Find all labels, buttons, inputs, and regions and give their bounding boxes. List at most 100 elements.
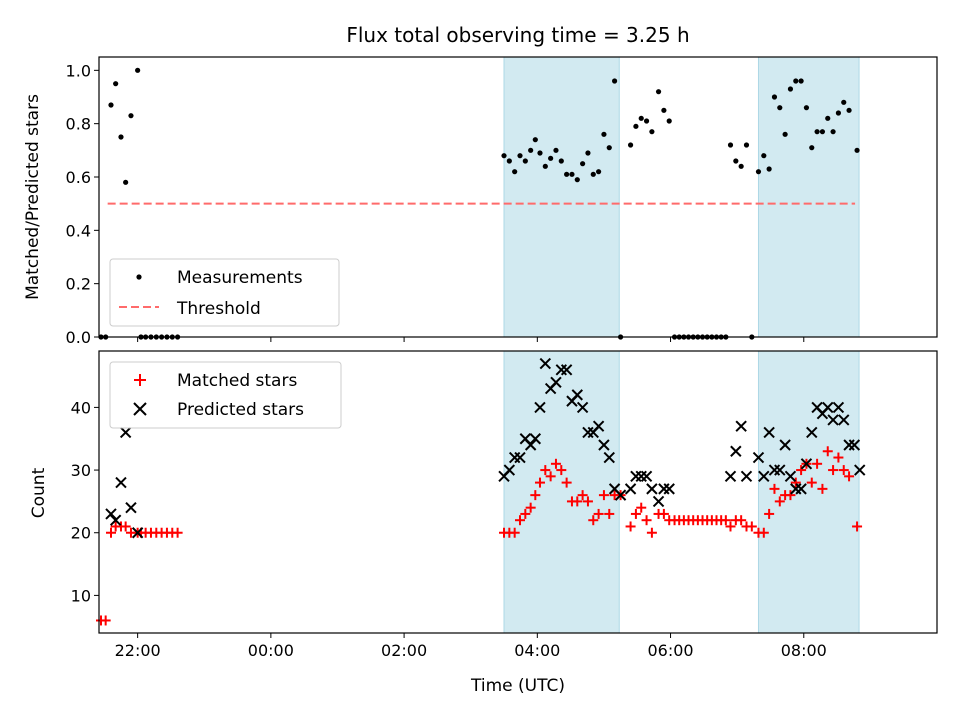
predicted-star-point [730,445,742,457]
predicted-star-point [534,401,546,414]
predicted-star-point [524,439,537,451]
predicted-star-point [539,357,552,370]
matched-star-point [577,490,588,501]
predicted-star-point [571,389,583,401]
measurement-point [777,105,783,111]
ratio-bands [503,56,860,338]
y-tick-label: 20 [71,524,91,543]
predicted-star-point [529,433,542,445]
highlight-band [503,56,620,338]
matched-star-point [774,496,785,507]
x-tick-label: 22:00 [115,641,161,660]
measurement-point [590,171,596,177]
counts-panel: 22:00 00:00 02:00 04:00 06:00 08:00 10 20 30 40 C… [29,350,938,660]
matched-star-point [540,465,551,476]
matched-star-point [525,502,536,513]
predicted-star-point [795,483,807,495]
measurement-point [118,134,124,140]
measurement-point [123,179,129,185]
x-tick-label: 04:00 [514,641,560,660]
predicted-star-point [848,439,861,451]
predicted-star-point [125,501,137,514]
legend-matched-marker [134,374,146,386]
measurement-point [643,118,650,124]
matched-star-point [604,508,615,519]
measurement-point [766,166,772,172]
measurement-point [819,129,826,135]
matched-star-point [838,465,849,476]
matched-star-point [105,527,116,538]
measurement-point [537,150,543,156]
predicted-star-point [640,470,653,483]
matched-star-point [582,496,593,507]
matched-star-point [817,483,828,494]
measurement-point [506,158,512,164]
predicted-star-point [624,483,637,495]
measurement-point [512,169,518,175]
measurement-point [558,158,564,164]
y-tick-label: 0.4 [66,221,91,240]
predicted-star-point [550,376,562,389]
matched-star-point [806,477,817,488]
measurement-point [755,169,762,175]
matched-star-point [769,483,780,494]
measurement-point [649,129,655,135]
y-tick-label: 0.8 [66,115,91,134]
ratio-legend-box [109,258,340,327]
measurement-point [574,177,580,183]
measurement-point [738,163,744,169]
matched-star-point [630,508,641,519]
predicted-star-point [758,470,770,483]
counts-y-axis-label: Count [29,467,49,518]
measurement-point [522,158,528,164]
measurement-point [501,153,507,159]
predicted-star-point [822,401,834,414]
matched-star-point [641,515,652,526]
measurement-point [830,129,836,135]
measurement-point [569,171,575,177]
measurement-point [793,78,799,84]
highlight-band [503,350,620,634]
predicted-stars-points [105,357,866,539]
matched-star-point [534,477,545,488]
x-tick-label: 06:00 [647,641,693,660]
y-tick-label: 0.2 [66,275,91,294]
predicted-star-point [774,464,786,476]
matched-star-point [833,452,844,463]
matched-star-point [625,521,636,532]
counts-axes-frame [98,350,938,634]
matched-star-point [561,477,572,488]
matched-star-point [100,615,111,626]
matched-star-point [720,515,731,526]
matched-star-point [509,527,520,538]
predicted-star-point [576,401,589,414]
measurement-point [611,78,618,84]
measurement-point [548,155,554,161]
y-tick-label: 40 [71,398,91,417]
matched-star-point [725,521,736,532]
y-tick-label: 0.6 [66,168,91,187]
predicted-star-point [740,470,753,483]
counts-legend: Matched stars Predicted stars [109,361,342,429]
ratio-y-axis-label: Matched/Predicted stars [23,94,43,300]
predicted-star-point [560,364,573,376]
measurement-point [638,115,644,121]
measurement-point [666,118,672,124]
predicted-star-point [646,483,658,495]
predicted-star-point [514,451,526,464]
measurement-point [846,107,852,113]
predicted-star-point [800,458,813,470]
matched-star-point [530,490,541,501]
measurement-point [782,131,788,137]
matched-star-point [556,465,567,476]
measurement-point [553,147,559,153]
legend-matched-label: Matched stars [177,371,297,391]
matched-star-point [852,521,863,532]
y-tick-label: 1.0 [66,61,91,80]
matched-star-point [520,508,531,519]
counts-grid-ticks: 22:00 00:00 02:00 04:00 06:00 08:00 10 20 30 40 [71,398,827,660]
measurement-point [585,150,591,156]
predicted-star-point [784,470,797,483]
predicted-star-point [779,439,791,451]
matched-star-point [572,496,583,507]
